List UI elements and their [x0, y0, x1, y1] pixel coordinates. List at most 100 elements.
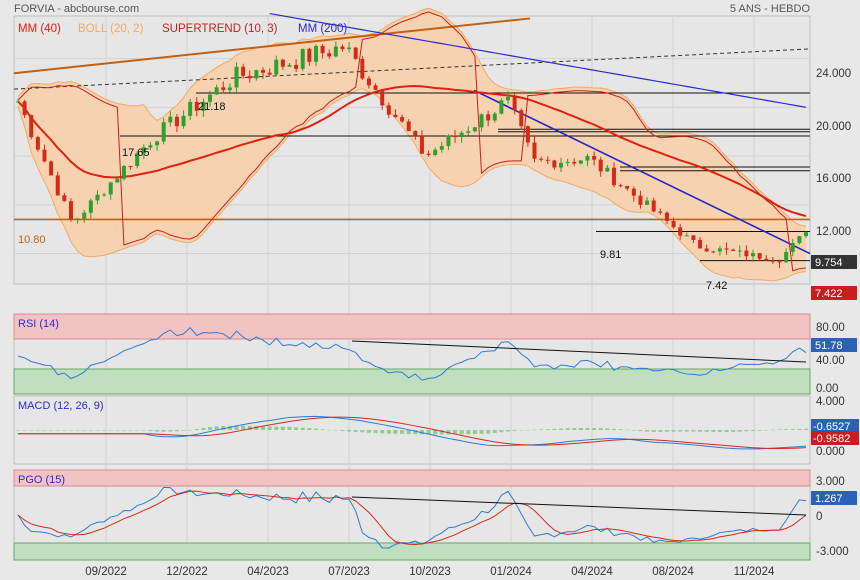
candle-body — [42, 149, 47, 162]
rsi-tick: 40.00 — [816, 355, 845, 367]
macd-histogram-bar — [751, 430, 756, 431]
candle-body — [565, 161, 570, 163]
bollinger-fill — [18, 8, 806, 281]
candle-body — [618, 185, 623, 187]
macd-histogram-bar — [724, 430, 729, 432]
candle-body — [128, 166, 133, 168]
macd-histogram-bar — [492, 430, 497, 433]
macd-histogram-bar — [486, 430, 491, 434]
macd-histogram-bar — [82, 430, 87, 431]
macd-histogram-bar — [16, 430, 20, 431]
candle-body — [320, 45, 325, 54]
candle-body — [55, 175, 60, 196]
candle-body — [506, 96, 511, 101]
macd-histogram-bar — [188, 429, 193, 431]
macd-histogram-bar — [499, 430, 504, 433]
indicator-lines — [16, 326, 808, 549]
candle-body — [95, 194, 100, 201]
macd-histogram-bar — [135, 430, 140, 431]
macd-histogram-bar — [704, 430, 709, 432]
candle-body — [784, 251, 789, 263]
macd-histogram-bar — [413, 430, 418, 435]
macd-signal-line — [18, 416, 807, 449]
candle-body — [439, 146, 444, 150]
candle-body — [366, 78, 371, 86]
candle-body — [49, 161, 54, 176]
chart-title: FORVIA - abcbourse.com — [14, 3, 139, 15]
macd-histogram-bar — [651, 430, 656, 432]
macd-tick: 4.000 — [816, 396, 845, 408]
macd-histogram-bar — [764, 430, 769, 431]
candle-body — [300, 48, 305, 69]
candle-body — [194, 101, 199, 111]
candle-body — [221, 87, 226, 91]
macd-histogram-bar — [645, 430, 650, 432]
candle-body — [340, 46, 345, 50]
candle-body — [717, 248, 722, 252]
y-tick-label: 24.000 — [816, 68, 851, 80]
macd-histogram-bar — [307, 428, 312, 430]
rsi-overbought-zone — [13, 313, 811, 340]
macd-value-badge — [811, 419, 859, 433]
macd-histogram-bar — [35, 430, 40, 431]
candle-body — [704, 248, 709, 252]
candle-body — [148, 145, 153, 148]
candle-body — [22, 101, 27, 116]
candlesticks — [16, 41, 808, 268]
candle-body — [625, 186, 630, 189]
candle-body — [102, 194, 107, 196]
macd-histogram-bar — [62, 430, 67, 431]
candle-body — [168, 116, 173, 123]
candle-body — [545, 159, 550, 161]
macd-histogram-bar — [128, 430, 133, 431]
candle-body — [492, 113, 497, 121]
macd-histogram-bar — [717, 430, 722, 432]
rsi-value-badge — [811, 338, 857, 352]
mm40-line — [17, 85, 807, 218]
macd-histogram-bar — [459, 430, 464, 435]
macd-histogram-bar — [42, 430, 47, 431]
macd-histogram-bar — [161, 430, 166, 432]
bollinger-upper — [17, 7, 807, 227]
candle-body — [558, 162, 563, 168]
candle-body — [141, 147, 146, 154]
candle-body — [512, 96, 517, 111]
macd-histogram-bar — [174, 430, 179, 432]
bollinger-lower — [17, 88, 807, 282]
pgo-title: PGO (15) — [18, 474, 65, 486]
x-tick-label: 07/2023 — [328, 566, 370, 578]
macd-histogram-bar — [598, 428, 603, 430]
macd-histogram-bar — [115, 430, 120, 431]
candle-body — [446, 135, 451, 147]
candle-body — [744, 250, 749, 257]
candle-body — [459, 132, 464, 138]
macd-histogram-bar — [75, 430, 80, 431]
candle-body — [62, 195, 67, 202]
candle-body — [294, 64, 299, 69]
macd-histogram-bar — [678, 430, 683, 432]
candle-body — [631, 188, 636, 196]
macd-histogram-bar — [234, 425, 239, 430]
macd-histogram-bar — [479, 430, 484, 434]
candle-body — [691, 235, 696, 240]
macd-histogram-bar — [711, 430, 716, 432]
macd-histogram-bar — [313, 428, 318, 430]
x-tick-label: 12/2022 — [166, 566, 208, 578]
candle-body — [161, 122, 166, 142]
macd-histogram-bar — [592, 428, 597, 430]
period-label: 5 ANS - HEBDO — [730, 3, 811, 15]
candle-body — [764, 258, 769, 261]
macd-histogram-bar — [393, 430, 398, 434]
candle-body — [68, 201, 73, 220]
candle-body — [777, 261, 782, 263]
macd-histogram-bar — [221, 426, 226, 430]
macd-tick: 0.000 — [816, 446, 845, 458]
macd-histogram-bar — [373, 430, 378, 434]
macd-histogram-bar — [558, 428, 563, 430]
mm200-line — [269, 12, 807, 108]
candle-body — [333, 46, 338, 57]
x-tick-label: 01/2024 — [490, 566, 532, 578]
candle-body — [532, 142, 537, 159]
candle-body — [552, 160, 557, 168]
